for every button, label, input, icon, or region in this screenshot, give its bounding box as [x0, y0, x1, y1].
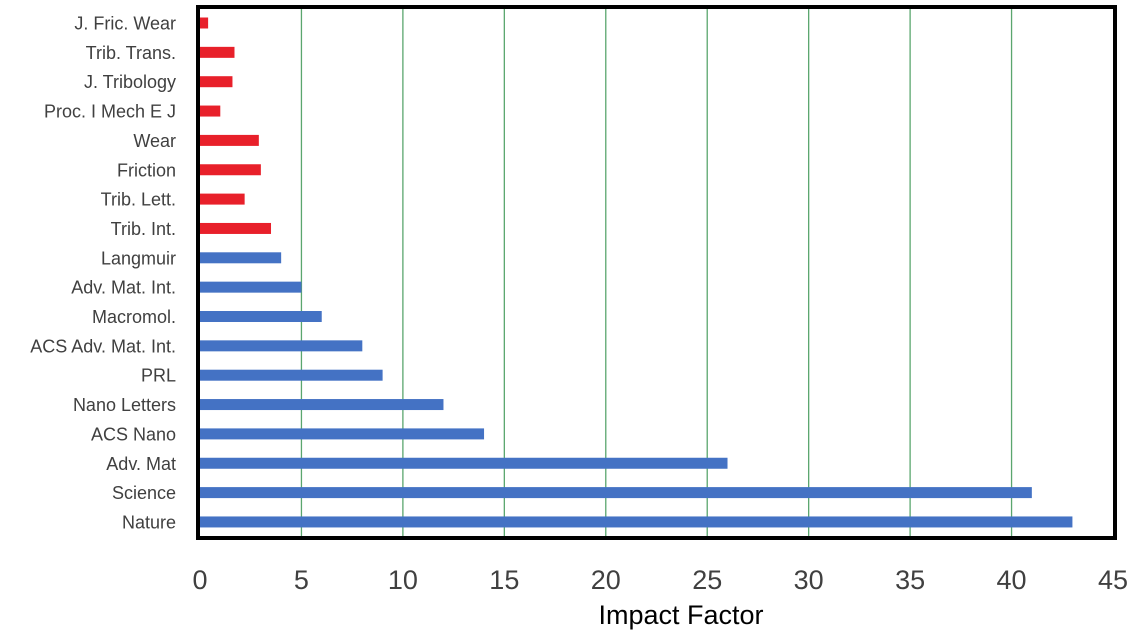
x-tick-label: 40: [997, 565, 1027, 595]
bar: [200, 369, 383, 381]
category-label: J. Fric. Wear: [74, 14, 176, 34]
x-tick-label: 45: [1098, 565, 1128, 595]
bar: [200, 76, 233, 88]
category-label: PRL: [141, 366, 176, 386]
bar: [200, 222, 272, 234]
category-label: ACS Nano: [91, 424, 176, 444]
bar: [200, 311, 322, 322]
category-label: Friction: [117, 160, 176, 180]
x-tick-label: 25: [692, 565, 722, 595]
bar: [200, 457, 728, 469]
bar: [200, 428, 485, 440]
x-tick-label: 20: [591, 565, 621, 595]
category-labels: J. Fric. Wear Trib. Trans. J. Tribology Pro…: [30, 14, 176, 533]
x-tick-labels: 0 5 10 15 20 25 30 35 40 45: [192, 565, 1128, 595]
category-label: Macromol.: [92, 307, 176, 327]
bar: [200, 134, 259, 146]
category-label: Trib. Trans.: [86, 43, 176, 63]
gridlines: [300, 9, 1013, 536]
x-axis-title: Impact Factor: [598, 600, 763, 630]
x-tick-label: 15: [489, 565, 519, 595]
category-label: Wear: [133, 131, 176, 151]
category-label: ACS Adv. Mat. Int.: [30, 336, 176, 356]
bar: [200, 164, 261, 176]
category-label: Adv. Mat. Int.: [71, 278, 176, 298]
bar: [200, 487, 1032, 499]
category-label: Trib. Int.: [111, 219, 176, 239]
x-tick-label: 0: [192, 565, 207, 595]
bar: [200, 399, 444, 411]
category-label: J. Tribology: [84, 72, 176, 92]
bar: [200, 516, 1073, 528]
x-tick-label: 30: [794, 565, 824, 595]
bar: [200, 340, 363, 352]
category-label: Science: [112, 483, 176, 503]
bar: [200, 193, 245, 205]
bar: [200, 46, 235, 58]
category-label: Adv. Mat: [106, 454, 176, 474]
plot-frame: [196, 5, 1117, 540]
bar: [200, 252, 282, 264]
bars: [200, 17, 1073, 528]
bar: [200, 17, 209, 29]
x-tick-label: 35: [895, 565, 925, 595]
category-label: Nano Letters: [73, 395, 176, 415]
bar: [200, 105, 221, 117]
category-label: Proc. I Mech E J: [44, 102, 176, 122]
x-tick-label: 10: [388, 565, 418, 595]
category-label: Trib. Lett.: [101, 190, 176, 210]
category-label: Nature: [122, 512, 176, 532]
bar: [200, 281, 302, 293]
category-label: Langmuir: [101, 248, 176, 268]
x-tick-label: 5: [294, 565, 309, 595]
